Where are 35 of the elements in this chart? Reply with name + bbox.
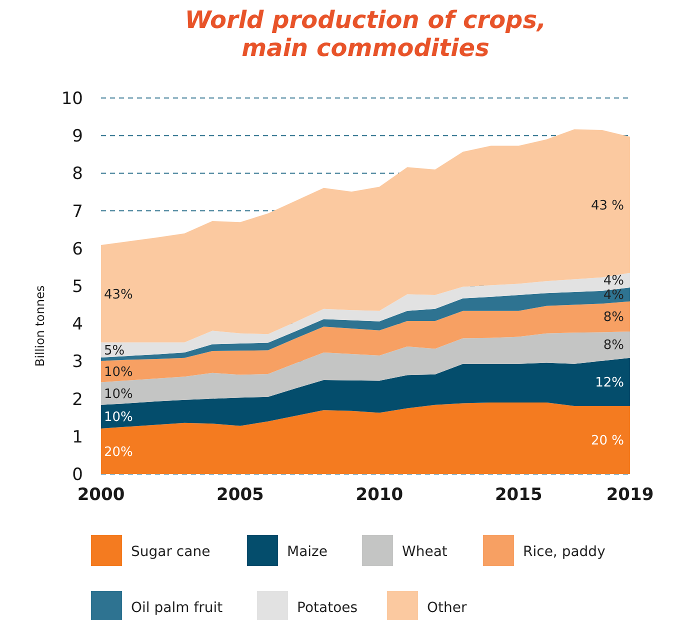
y-axis-title: Billion tonnes [33,285,47,367]
legend-label: Wheat [402,544,448,560]
legend-label: Rice, paddy [523,544,606,560]
x-tick-label: 2005 [216,485,264,505]
annotation: 4% [603,274,624,289]
y-tick-label: 6 [72,239,83,260]
y-tick-label: 1 [72,427,83,448]
y-tick-label: 2 [72,390,83,410]
x-tick-label: 2019 [606,485,654,505]
chart-title: World production of crops, main commodities [184,6,546,62]
y-tick-label: 9 [72,126,83,147]
annotation: 43 % [590,198,624,214]
annotation: 8% [603,338,624,354]
annotation: 12% [595,375,624,390]
legend-label: Other [427,600,467,616]
x-tick-label: 2015 [494,485,542,505]
annotation: 4% [603,288,624,304]
annotation: 10% [104,365,133,380]
annotation: 10% [104,387,133,402]
legend-label: Oil palm fruit [131,600,224,616]
x-tick-label: 2010 [356,485,404,505]
annotation: 8% [603,310,624,326]
annotation: 43% [104,287,133,302]
y-tick-label: 7 [72,202,83,222]
y-tick-label: 3 [72,352,83,372]
y-tick-label: 8 [72,164,83,184]
y-tick-label: 10 [61,88,83,109]
legend-label: Sugar cane [131,544,210,560]
legend-label: Potatoes [297,600,358,616]
y-tick-label: 5 [72,276,83,297]
x-tick-label: 2000 [77,485,125,505]
legend-label: Maize [287,544,328,560]
y-tick-label: 0 [72,464,83,485]
y-tick-label: 4 [72,314,83,335]
annotation: 5% [104,343,125,358]
